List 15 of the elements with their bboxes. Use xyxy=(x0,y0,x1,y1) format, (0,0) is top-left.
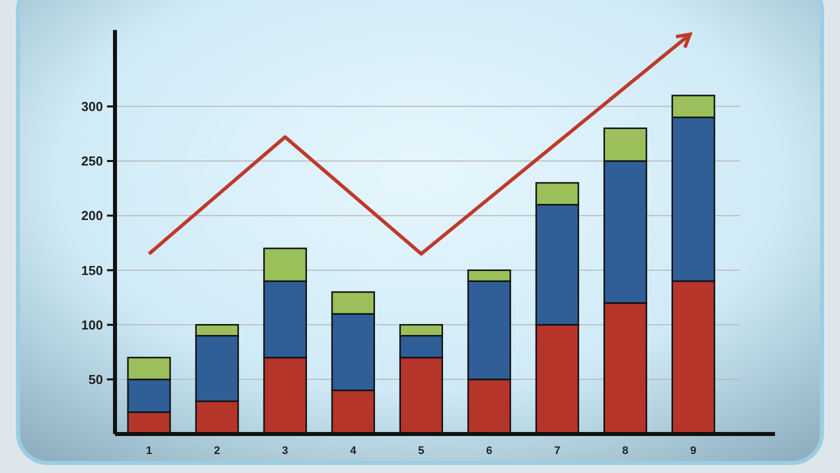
x-tick-label: 2 xyxy=(214,445,220,457)
y-tick-label: 150 xyxy=(81,262,103,278)
x-tick-label: 1 xyxy=(146,445,152,457)
x-tick-label: 3 xyxy=(282,445,288,457)
x-tick-label: 9 xyxy=(690,445,696,457)
y-tick-label: 50 xyxy=(88,372,103,387)
x-tick-label: 7 xyxy=(554,445,560,457)
y-tick-label: 250 xyxy=(81,154,103,169)
x-tick-label: 6 xyxy=(486,445,492,457)
y-tick-label: 100 xyxy=(81,317,103,332)
x-tick-label: 5 xyxy=(418,445,424,457)
x-tick-label: 8 xyxy=(622,445,628,457)
y-tick-label: 200 xyxy=(81,208,103,224)
y-tick-label: 300 xyxy=(81,98,103,114)
x-tick-label: 4 xyxy=(350,445,358,457)
